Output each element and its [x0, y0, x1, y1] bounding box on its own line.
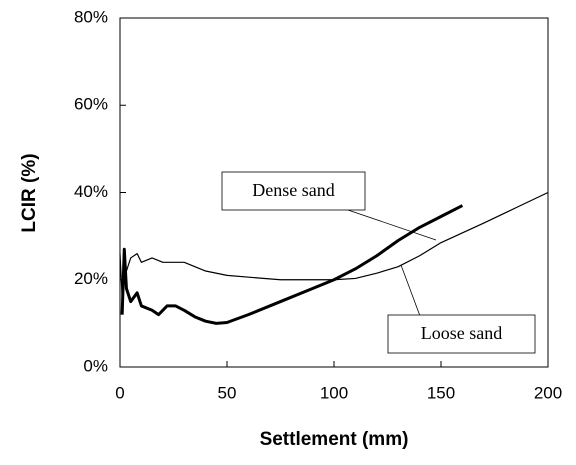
x-tick-label: 0 [115, 383, 124, 402]
y-tick-label: 80% [74, 7, 108, 26]
x-tick-label: 100 [320, 383, 348, 402]
y-axis-label: LCIR (%) [19, 153, 40, 232]
x-tick-label: 150 [427, 383, 455, 402]
callout-leader [344, 208, 437, 241]
y-tick-label: 0% [83, 356, 108, 375]
y-tick-label: 40% [74, 182, 108, 201]
line-series [120, 204, 464, 325]
y-tick-label: 60% [74, 95, 108, 114]
y-tick-label: 20% [74, 269, 108, 288]
line-series [119, 191, 549, 298]
x-tick-label: 200 [534, 383, 562, 402]
series-label: Loose sand [421, 323, 502, 343]
x-axis-label: Settlement (mm) [260, 429, 409, 450]
callout-leader [400, 264, 421, 317]
callout-box [387, 314, 536, 354]
callout-box [221, 171, 366, 211]
series-label: Dense sand [252, 180, 334, 200]
x-tick-label: 50 [218, 383, 237, 402]
